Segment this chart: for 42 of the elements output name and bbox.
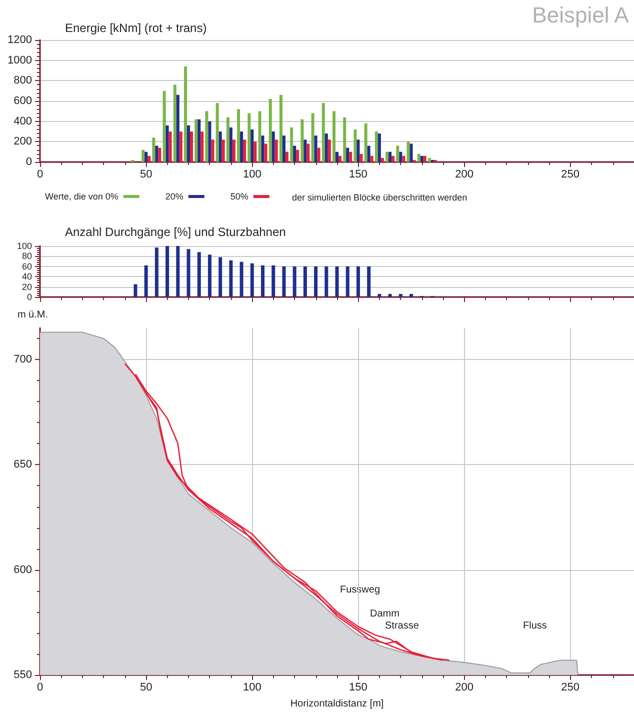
- y-tick-label: 650: [14, 458, 32, 471]
- y-tick-label: 40: [22, 272, 32, 282]
- x-tick-label: 150: [349, 682, 368, 694]
- y-axis-title: m ü.M.: [17, 310, 48, 320]
- y-tick-label: 1200: [8, 34, 32, 46]
- annotation: Damm: [370, 608, 400, 620]
- text: der simulierten Blöcke überschritten werden: [292, 192, 468, 202]
- x-tick-label: 100: [242, 682, 262, 694]
- annotation: Strasse: [385, 620, 420, 632]
- x-tick-label: 200: [455, 168, 474, 180]
- y-tick-label: 600: [14, 564, 32, 576]
- x-tick-label: 0: [36, 168, 44, 180]
- x-tick-label: 250: [561, 168, 580, 180]
- y-tick-label: 60: [22, 261, 32, 272]
- text: Beispiel A: [532, 2, 630, 28]
- x-tick-label: 100: [242, 168, 262, 180]
- chart-title: Energie [kNm] (rot + trans): [65, 21, 207, 35]
- annotation: Fussweg: [340, 584, 380, 596]
- y-tick-label: 800: [14, 74, 32, 87]
- x-tick-label: 200: [455, 682, 474, 694]
- legend-label: Werte, die von 0%: [44, 192, 118, 202]
- x-tick-label: 50: [140, 682, 152, 694]
- y-tick-label: 600: [14, 95, 32, 107]
- x-tick-label: 250: [561, 682, 580, 694]
- y-tick-label: 100: [16, 241, 32, 251]
- x-tick-label: 50: [140, 168, 152, 180]
- chart-title: Anzahl Durchgänge [%] und Sturzbahnen: [65, 225, 286, 239]
- x-tick-label: 0: [36, 682, 44, 694]
- y-tick-label: 400: [14, 115, 32, 128]
- annotation: Fluss: [523, 620, 547, 632]
- legend-label: 50%: [230, 192, 248, 202]
- y-tick-label: 200: [14, 136, 32, 148]
- y-tick-label: 550: [14, 669, 32, 681]
- y-tick-label: 0: [26, 292, 32, 302]
- legend-label: 20%: [165, 192, 184, 202]
- y-tick-label: 0: [26, 156, 32, 168]
- y-tick-label: 80: [22, 251, 32, 262]
- y-tick-label: 700: [14, 354, 32, 366]
- y-tick-label: 20: [22, 282, 32, 292]
- x-axis-title: Horizontaldistanz [m]: [290, 698, 384, 710]
- x-tick-label: 150: [349, 168, 368, 180]
- y-tick-label: 1000: [8, 54, 32, 66]
